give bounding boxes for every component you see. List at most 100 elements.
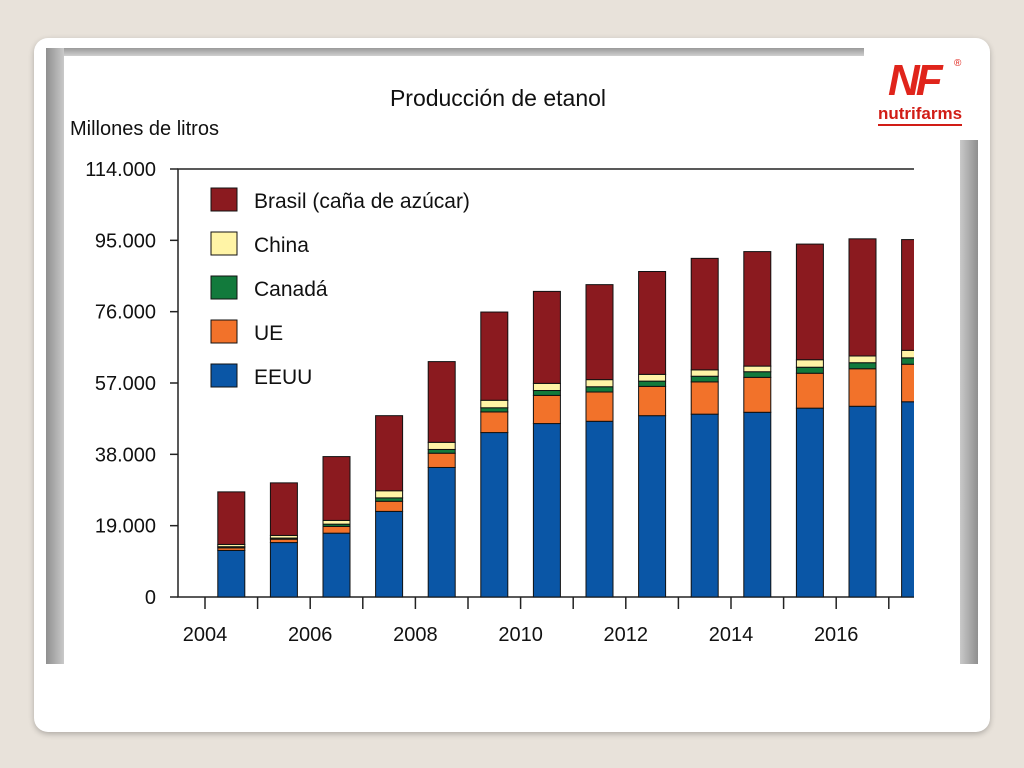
bar-segment-2008-4 (427, 361, 456, 443)
bar-segment-2007-2 (375, 497, 404, 502)
nutrifarms-logo: NF ® nutrifarms (874, 54, 974, 134)
bar-segment-2011-1 (585, 391, 614, 422)
legend: Brasil (caña de azúcar) China Canadá UE EEUU (210, 187, 470, 389)
x-tick-label: 2010 (498, 624, 542, 646)
bar-segment-2008-0 (427, 466, 456, 598)
bar-segment-2010-3 (532, 382, 561, 392)
legend-label: Canadá (254, 278, 328, 301)
decorative-frame-right (960, 140, 978, 664)
decorative-frame-left (46, 48, 64, 664)
bar-segment-2015-4 (795, 243, 824, 361)
bar-segment-2010-2 (532, 390, 561, 396)
bar-segment-2007-1 (375, 500, 404, 512)
bar-segment-2011-4 (585, 284, 614, 381)
bar-segment-2014-4 (743, 251, 772, 367)
bar-segment-2009-4 (480, 311, 509, 401)
bar-segment-2008-2 (427, 448, 456, 454)
x-tick-label: 2008 (393, 624, 438, 646)
bar-segment-2004-4 (217, 491, 246, 545)
logo-brand-text: nutrifarms (878, 104, 963, 126)
y-tick-label: 57.000 (95, 373, 156, 395)
legend-swatch (210, 275, 238, 300)
x-axis: 2004 2006 2008 2010 2012 2014 2016 (183, 597, 890, 646)
bar-segment-2007-0 (375, 510, 404, 598)
bar-segment-2012-4 (638, 270, 667, 375)
bar-segment-2006-1 (322, 525, 351, 534)
legend-swatch (210, 187, 238, 212)
bar-segment-2005-0 (269, 542, 298, 598)
bar-segment-2005-1 (269, 538, 298, 544)
bar-segment-2012-0 (638, 415, 667, 598)
y-axis: 0 19.000 38.000 57.000 76.000 95.000 114.000 (85, 159, 178, 609)
bar-segment-2013-0 (690, 413, 719, 598)
bar-segment-2017-0 (901, 401, 914, 598)
x-tick-label: 2014 (709, 624, 754, 646)
bar-segment-2011-0 (585, 420, 614, 598)
bar-segment-2015-3 (795, 359, 824, 368)
bar-segment-2010-4 (532, 290, 561, 384)
bar-segment-2012-3 (638, 373, 667, 382)
bar-segment-2013-3 (690, 369, 719, 377)
bar-segment-2015-2 (795, 366, 824, 374)
bar-segment-2009-0 (480, 432, 509, 598)
bar-segment-2017-1 (901, 363, 914, 403)
bar-segment-2005-4 (269, 482, 298, 536)
bar-segment-2011-3 (585, 379, 614, 388)
bars (217, 238, 914, 598)
x-tick-label: 2004 (183, 624, 228, 646)
bar-segment-2013-1 (690, 381, 719, 415)
legend-label: UE (254, 322, 283, 345)
bar-segment-2016-3 (848, 355, 877, 364)
bar-segment-2015-0 (795, 407, 824, 598)
bar-segment-2016-1 (848, 368, 877, 407)
bar-segment-2006-0 (322, 532, 351, 598)
slide-background (34, 38, 990, 732)
y-tick-label: 76.000 (95, 302, 156, 324)
bar-segment-2017-2 (901, 357, 914, 365)
y-axis-label: Millones de litros (70, 118, 219, 140)
bar-segment-2016-2 (848, 362, 877, 370)
legend-swatch (210, 231, 238, 256)
bar-segment-2009-3 (480, 399, 509, 409)
bar-segment-2017-3 (901, 349, 914, 359)
bar-segment-2014-2 (743, 371, 772, 378)
bar-segment-2007-4 (375, 415, 404, 492)
bar-segment-2010-1 (532, 394, 561, 425)
x-tick-label: 2012 (604, 624, 649, 646)
bar-segment-2009-2 (480, 407, 509, 413)
y-tick-label: 114.000 (85, 159, 156, 181)
bar-segment-2014-3 (743, 365, 772, 373)
logo-mark: NF (888, 56, 943, 105)
registered-mark: ® (954, 58, 962, 69)
bar-segment-2014-0 (743, 411, 772, 598)
legend-label: EEUU (254, 366, 312, 389)
y-tick-label: 19.000 (95, 516, 156, 538)
bar-segment-2014-1 (743, 376, 772, 413)
bar-segment-2013-4 (690, 257, 719, 371)
bar-segment-2004-0 (217, 549, 246, 598)
y-tick-label: 0 (145, 587, 156, 609)
chart-title: Producción de etanol (390, 85, 606, 111)
bar-segment-2006-4 (322, 456, 351, 521)
y-tick-label: 38.000 (95, 444, 156, 466)
legend-swatch (210, 363, 238, 388)
legend-label: Brasil (caña de azúcar) (254, 190, 470, 213)
decorative-frame-top (46, 48, 864, 56)
bar-segment-2016-4 (848, 238, 877, 357)
bar-segment-2006-3 (322, 519, 351, 525)
bar-segment-2010-0 (532, 423, 561, 598)
legend-label: China (254, 234, 309, 257)
bar-segment-2015-1 (795, 372, 824, 409)
bar-segment-2016-0 (848, 405, 877, 598)
x-tick-label: 2016 (814, 624, 859, 646)
bar-segment-2008-3 (427, 441, 456, 450)
bar-segment-2012-2 (638, 380, 667, 387)
bar-segment-2007-3 (375, 490, 404, 499)
bar-segment-2013-2 (690, 375, 719, 383)
bar-segment-2012-1 (638, 385, 667, 417)
legend-swatch (210, 319, 238, 344)
ethanol-production-chart: Producción de etanol Millones de litros … (70, 85, 914, 646)
y-tick-label: 95.000 (95, 230, 156, 252)
bar-segment-2011-2 (585, 386, 614, 393)
bar-segment-2017-4 (901, 239, 914, 351)
